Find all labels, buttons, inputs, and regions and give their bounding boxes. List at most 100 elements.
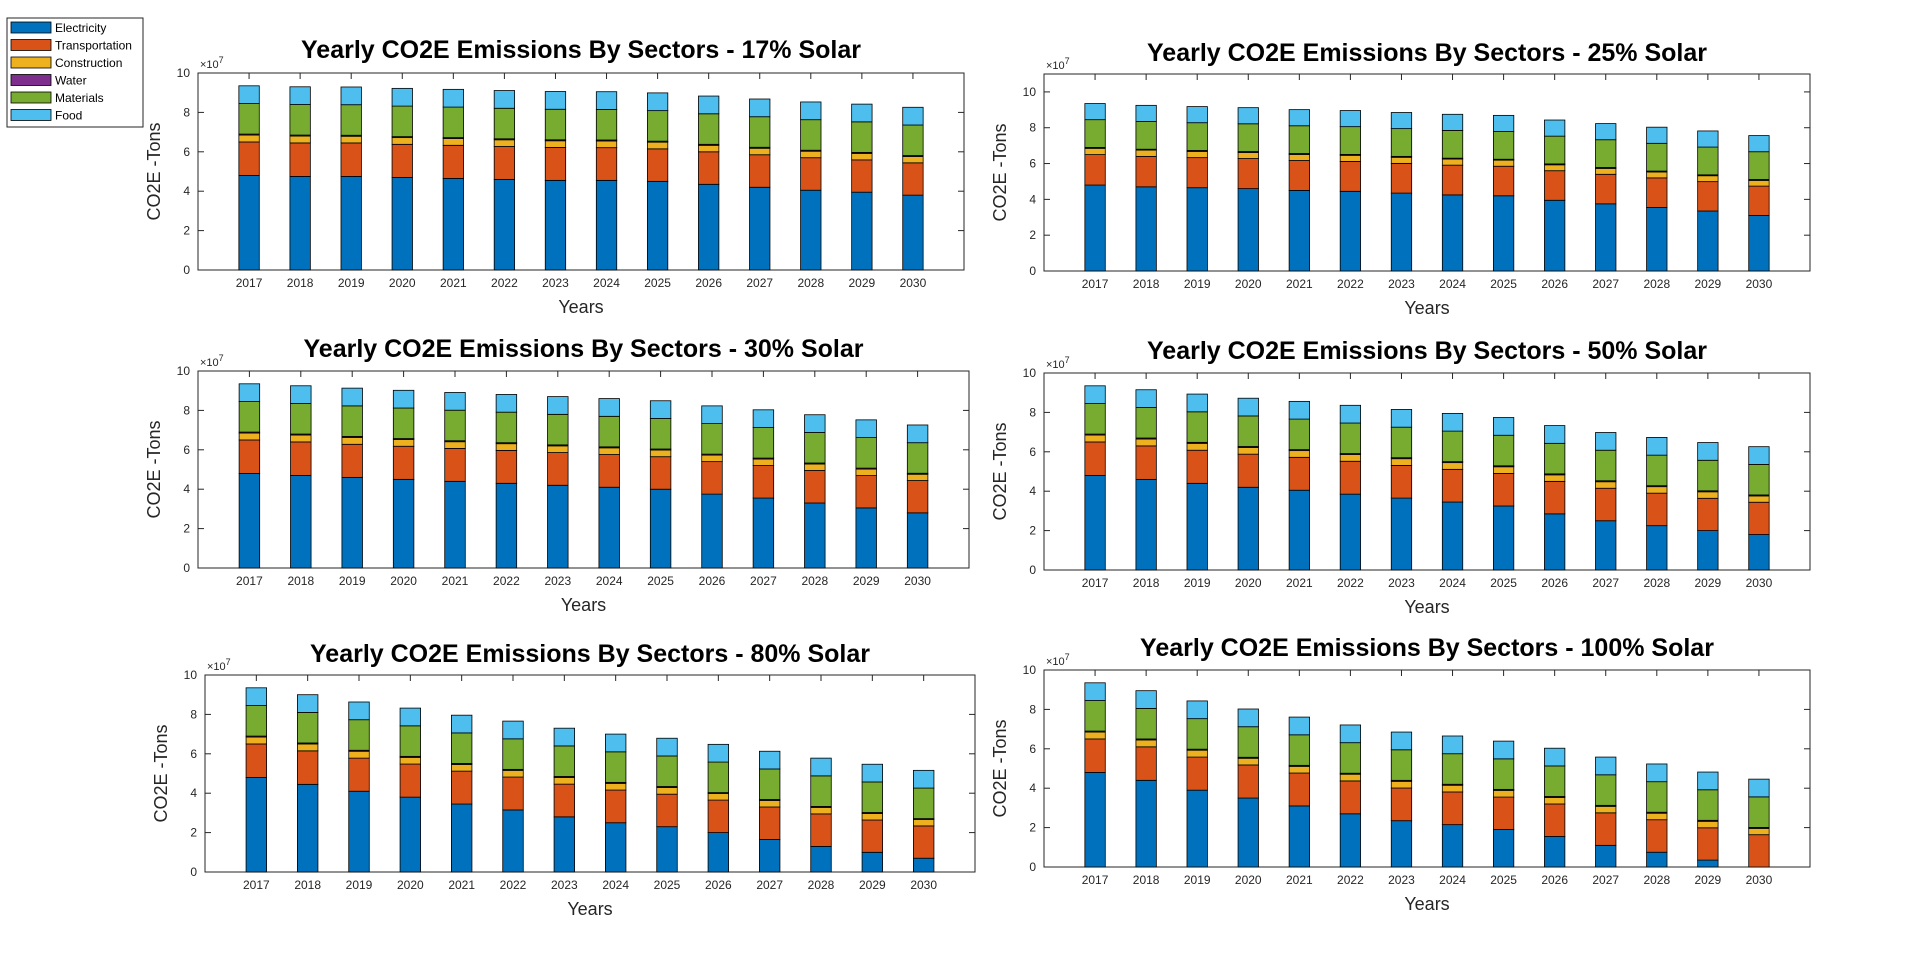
- bar-segment-electricity: [1748, 534, 1770, 571]
- bar-segment-electricity: [399, 796, 422, 873]
- bar-segment-electricity: [1697, 859, 1719, 868]
- bar-segment-materials: [1697, 459, 1719, 492]
- bar-segment-food: [1492, 740, 1515, 760]
- x-tick-label: 2018: [1133, 576, 1160, 590]
- bar-segment-construction: [547, 445, 569, 453]
- bar-segment-electricity: [598, 486, 620, 569]
- bar-segment-transportation: [296, 750, 319, 785]
- x-tick-label: 2022: [1337, 277, 1364, 291]
- bar-segment-food: [701, 405, 723, 424]
- bar-segment-materials: [1084, 403, 1106, 435]
- bar-segment-food: [1390, 409, 1413, 428]
- bar-segment-electricity: [442, 177, 464, 271]
- x-tick-label: 2028: [1643, 277, 1670, 291]
- bar-segment-transportation: [1441, 164, 1464, 196]
- legend-swatch-water: [10, 74, 52, 86]
- bar-segment-transportation: [392, 445, 415, 480]
- bar-segment-materials: [1595, 449, 1617, 482]
- bar-segment-construction: [495, 443, 518, 451]
- x-axis-label: Years: [1404, 597, 1449, 617]
- x-tick-label: 2030: [1746, 277, 1773, 291]
- y-axis-label: CO2E -Tons: [990, 719, 1010, 817]
- bar-segment-food: [1544, 425, 1566, 444]
- x-tick-label: 2030: [910, 878, 937, 892]
- bar-segment-electricity: [1084, 475, 1106, 571]
- bar-segment-construction: [1390, 780, 1413, 789]
- bar-segment-construction: [442, 138, 464, 146]
- bar-segment-materials: [1441, 753, 1464, 785]
- bar-segment-food: [707, 743, 729, 763]
- y-axis-label: CO2E -Tons: [151, 724, 171, 822]
- bar-segment-electricity: [595, 179, 618, 271]
- bar-segment-materials: [1544, 442, 1566, 475]
- x-tick-label: 2020: [1235, 873, 1262, 887]
- x-tick-label: 2019: [1184, 576, 1211, 590]
- y-tick-label: 0: [183, 561, 190, 575]
- bar-segment-transportation: [1339, 460, 1362, 495]
- bar-segment-electricity: [495, 482, 518, 569]
- bar-segment-transportation: [1595, 812, 1617, 846]
- y-tick-label: 0: [1029, 563, 1036, 577]
- bar-segment-construction: [1186, 150, 1208, 159]
- bar-segment-materials: [851, 121, 873, 153]
- bar-segment-materials: [707, 761, 729, 794]
- bar-segment-electricity: [1135, 478, 1157, 571]
- bar-segment-materials: [1084, 119, 1106, 148]
- bar-segment-electricity: [913, 857, 935, 873]
- x-tick-label: 2021: [1286, 277, 1313, 291]
- bar-segment-electricity: [1595, 844, 1617, 868]
- bar-segment-construction: [544, 140, 567, 148]
- bar-segment-transportation: [502, 776, 524, 811]
- bar-segment-materials: [749, 116, 771, 148]
- bar-segment-electricity: [547, 484, 569, 569]
- bar-segment-food: [1135, 104, 1157, 122]
- x-tick-label: 2021: [448, 878, 475, 892]
- bar-segment-materials: [1697, 146, 1719, 176]
- bar-segment-food: [1084, 103, 1106, 121]
- legend-box: [6, 17, 144, 128]
- x-tick-label: 2027: [1592, 576, 1619, 590]
- y-tick-label: 4: [1029, 192, 1036, 206]
- x-tick-label: 2030: [1746, 576, 1773, 590]
- bar-segment-electricity: [804, 502, 826, 569]
- x-tick-label: 2027: [756, 878, 783, 892]
- bar-segment-construction: [1697, 491, 1719, 499]
- y-tick-label: 4: [183, 184, 190, 198]
- bar-segment-electricity: [649, 488, 672, 569]
- bar-segment-materials: [1339, 422, 1362, 454]
- bar-segment-electricity: [1288, 805, 1310, 868]
- x-axis-label: Years: [558, 297, 603, 317]
- bar-segment-transportation: [399, 763, 422, 798]
- bar-segment-materials: [1697, 789, 1719, 821]
- y-exponent-label: ×107: [200, 55, 224, 71]
- bar-segment-food: [749, 98, 771, 118]
- x-tick-label: 2029: [859, 878, 886, 892]
- x-tick-label: 2022: [500, 878, 527, 892]
- bar-segment-construction: [1595, 481, 1617, 489]
- y-tick-label: 10: [1023, 366, 1037, 380]
- bar-segment-food: [553, 727, 575, 747]
- bar-segment-construction: [1186, 749, 1208, 758]
- bar-segment-materials: [1135, 708, 1157, 740]
- x-tick-label: 2029: [849, 276, 876, 290]
- bar-segment-food: [1084, 385, 1106, 404]
- plot-area: [197, 370, 970, 569]
- y-tick-label: 4: [1029, 484, 1036, 498]
- bar-segment-transportation: [595, 147, 618, 181]
- bar-segment-food: [1544, 119, 1566, 137]
- bar-segment-construction: [902, 156, 924, 164]
- bar-segment-construction: [1288, 154, 1310, 161]
- bar-segment-food: [238, 85, 260, 104]
- bar-segment-materials: [238, 103, 260, 135]
- bar-segment-construction: [296, 743, 319, 752]
- bar-segment-construction: [1646, 171, 1668, 179]
- bar-segment-food: [392, 389, 415, 409]
- bar-segment-transportation: [800, 157, 822, 191]
- y-tick-label: 0: [190, 865, 197, 879]
- bar-segment-transportation: [1595, 487, 1617, 522]
- bar-segment-materials: [906, 442, 929, 474]
- x-tick-label: 2023: [1388, 873, 1415, 887]
- bar-segment-food: [1288, 716, 1310, 736]
- bar-segment-electricity: [392, 478, 415, 569]
- bar-segment-food: [1084, 682, 1106, 701]
